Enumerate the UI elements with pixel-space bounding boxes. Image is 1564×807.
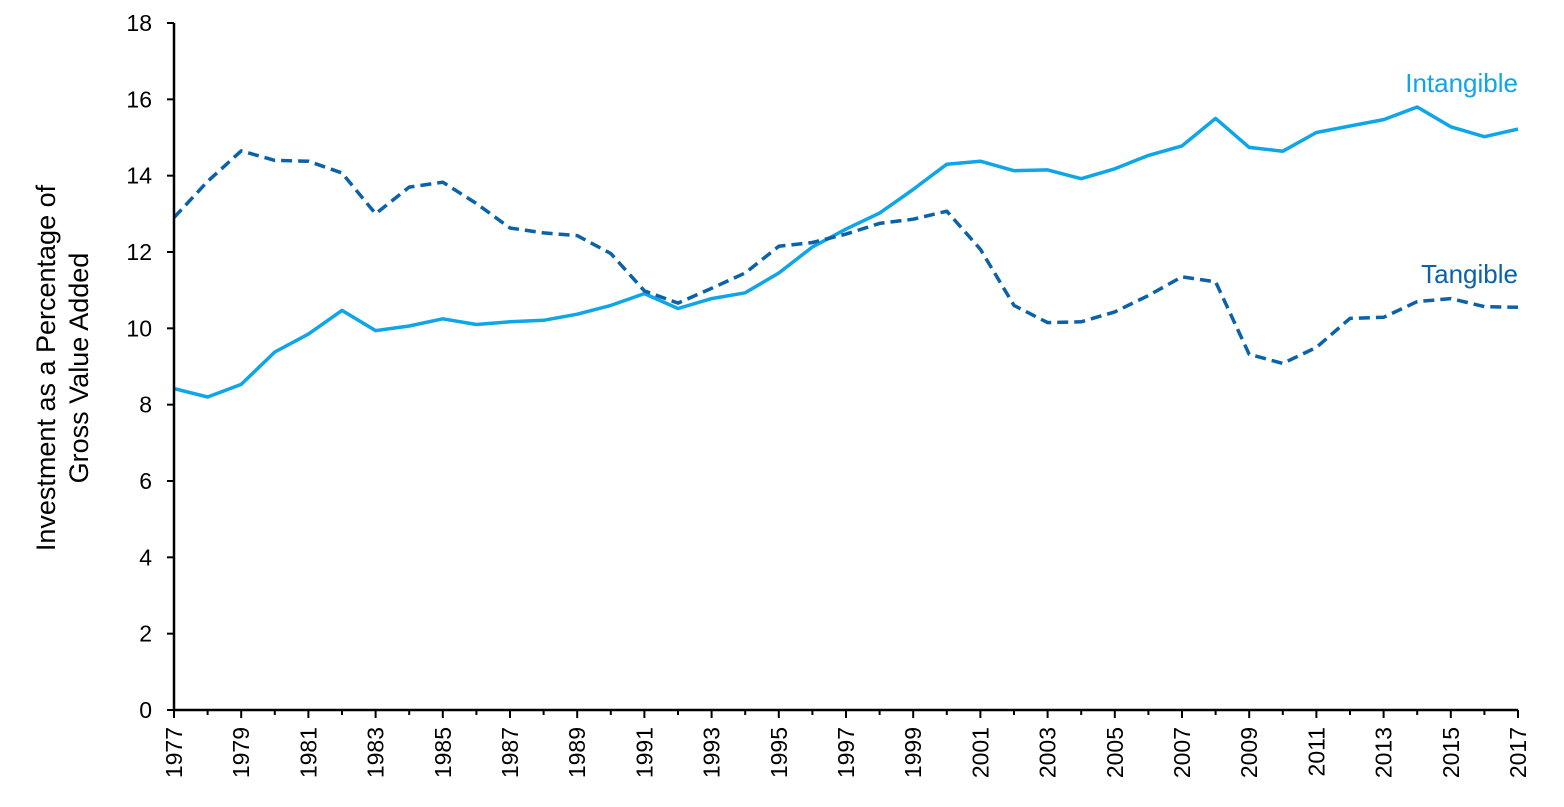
x-tick-label-1991: 1991 [631,727,657,778]
x-tick-label-1993: 1993 [699,727,725,778]
y-tick-label-4: 4 [139,544,152,570]
y-tick-label-16: 16 [126,86,152,112]
tangible-series-label: Tangible [1421,259,1518,289]
axes-layer: 0 2 4 6 8 10 12 14 16 18 1977 1979 1981 1983 1985 1987 1… [126,10,1531,778]
y-tick-label-12: 12 [126,239,152,265]
x-tick-label-1981: 1981 [295,727,321,778]
x-tick-label-1983: 1983 [363,727,389,778]
x-tick-label-1999: 1999 [900,727,926,778]
x-tick-label-1985: 1985 [430,727,456,778]
intangible-series-line [173,105,1519,399]
x-tick-label-1979: 1979 [228,727,254,778]
y-tick-label-14: 14 [126,163,152,189]
y-axis-title: Investment as a Percentage of Gross Valu… [31,184,94,551]
x-tick-label-2007: 2007 [1169,727,1195,778]
y-tick-label-18: 18 [126,10,152,36]
y-tick-label-2: 2 [139,621,152,647]
intangible-series-label: Intangible [1405,68,1518,98]
x-tick-label-2005: 2005 [1102,727,1128,778]
y-tick-label-6: 6 [139,468,152,494]
y-axis-title-line-1: Investment as a Percentage of [31,184,61,551]
x-tick-label-2011: 2011 [1303,727,1329,776]
y-tick-label-0: 0 [139,697,152,723]
x-tick-label-2003: 2003 [1035,727,1061,778]
y-tick-label-8: 8 [139,392,152,418]
tangible-series-line [172,149,1519,366]
x-tick-label-1997: 1997 [833,727,859,778]
series-layer: Intangible Tangible [172,68,1519,399]
x-tick-label-1987: 1987 [497,727,523,778]
x-tick-label-2009: 2009 [1236,727,1262,778]
x-tick-label-2015: 2015 [1438,727,1464,778]
x-tick-label-2001: 2001 [967,727,993,778]
x-tick-label-2013: 2013 [1371,727,1397,778]
x-tick-label-1989: 1989 [564,727,590,778]
y-tick-label-10: 10 [126,315,152,341]
x-tick-label-2017: 2017 [1505,727,1531,778]
y-axis-title-line-2: Gross Value Added [64,253,94,484]
x-tick-label-1977: 1977 [161,727,187,778]
x-tick-label-1995: 1995 [766,727,792,778]
